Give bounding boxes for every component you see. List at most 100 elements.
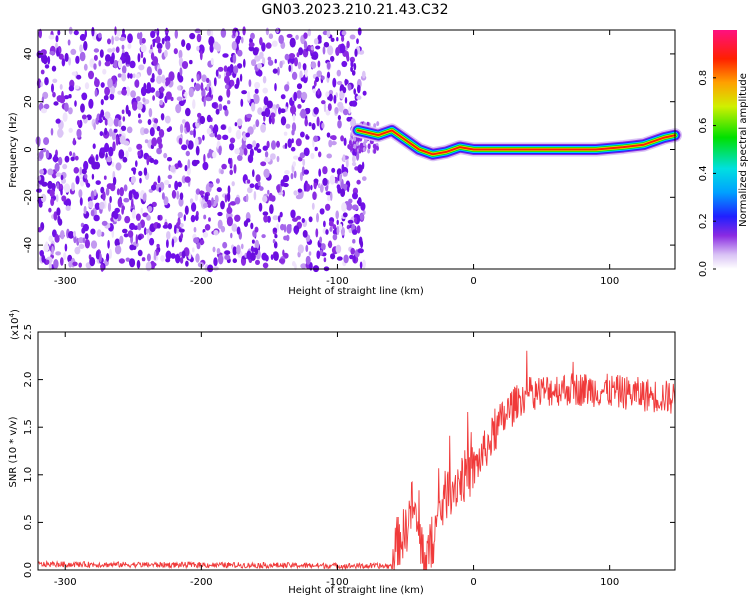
noise-blotch <box>55 251 61 256</box>
noise-blotch <box>185 42 191 51</box>
noise-blotch <box>156 147 163 155</box>
noise-blotch <box>203 153 206 163</box>
noise-blotch <box>202 134 205 141</box>
noise-blotch <box>253 93 257 99</box>
noise-blotch <box>343 137 347 146</box>
noise-blotch <box>241 36 244 44</box>
noise-blotch <box>283 223 287 233</box>
noise-blotch <box>50 128 54 136</box>
noise-blotch <box>199 50 203 61</box>
noise-blotch <box>310 152 315 160</box>
noise-blotch <box>216 134 222 141</box>
noise-blotch <box>161 74 166 84</box>
noise-blotch <box>195 159 200 165</box>
noise-blotch <box>95 250 100 260</box>
noise-blotch <box>358 148 362 154</box>
noise-blotch <box>181 144 188 151</box>
noise-blotch <box>140 127 146 136</box>
noise-blotch <box>317 60 321 68</box>
noise-blotch <box>150 262 157 267</box>
figure-title: GN03.2023.210.21.43.C32 <box>262 2 449 18</box>
noise-blotch <box>362 90 367 96</box>
noise-blotch <box>185 150 190 157</box>
noise-blotch <box>229 143 235 151</box>
noise-blotch <box>104 118 108 126</box>
noise-blotch <box>221 163 227 170</box>
noise-blotch <box>84 82 90 90</box>
noise-blotch <box>115 46 120 53</box>
noise-blotch <box>110 85 116 95</box>
noise-blotch <box>318 37 322 43</box>
noise-blotch <box>153 159 159 165</box>
noise-blotch <box>146 253 151 262</box>
noise-blotch <box>167 223 173 230</box>
noise-blotch <box>164 115 171 124</box>
noise-blotch <box>254 239 260 250</box>
noise-blotch <box>240 98 244 107</box>
noise-blotch <box>309 262 313 271</box>
noise-blotch <box>181 250 186 259</box>
noise-blotch <box>135 234 138 245</box>
noise-blotch <box>237 49 243 57</box>
noise-blotch <box>160 255 165 262</box>
x-tick-label: -200 <box>190 577 213 588</box>
noise-blotch <box>98 60 102 67</box>
noise-blotch <box>353 88 357 95</box>
noise-blotch <box>232 246 237 256</box>
noise-blotch <box>261 234 266 239</box>
noise-blotch <box>80 103 85 113</box>
noise-blotch <box>209 44 214 53</box>
noise-blotch <box>69 151 73 157</box>
noise-blotch <box>177 217 181 226</box>
noise-blotch <box>43 137 50 146</box>
noise-blotch <box>278 258 286 264</box>
x-tick-label: -100 <box>326 276 349 287</box>
noise-blotch <box>291 138 294 144</box>
ridge-band <box>356 129 676 156</box>
noise-blotch <box>107 38 111 45</box>
noise-blotch <box>196 242 201 250</box>
noise-blotch <box>291 122 297 132</box>
noise-blotch <box>277 215 281 223</box>
noise-blotch <box>99 113 102 124</box>
noise-blotch <box>74 246 81 255</box>
noise-blotch <box>58 53 64 60</box>
noise-blotch <box>150 30 156 39</box>
noise-blotch <box>294 57 298 67</box>
noise-blotch <box>267 56 272 62</box>
noise-blotch <box>206 29 211 36</box>
noise-blotch <box>351 161 357 167</box>
noise-blotch <box>64 52 69 62</box>
noise-blotch <box>47 55 51 65</box>
noise-blotch <box>236 35 242 41</box>
noise-blotch <box>88 200 94 209</box>
noise-blotch <box>321 75 325 80</box>
noise-blotch <box>174 29 178 39</box>
noise-blotch <box>262 262 269 269</box>
noise-blotch <box>276 155 280 163</box>
noise-blotch <box>212 151 217 159</box>
noise-blotch <box>231 181 235 187</box>
noise-blotch <box>54 162 60 172</box>
noise-blotch <box>122 228 128 234</box>
noise-blotch <box>307 28 312 37</box>
noise-blotch <box>72 137 76 146</box>
noise-blotch <box>163 196 169 206</box>
noise-blotch <box>279 108 286 113</box>
noise-blotch <box>149 237 155 246</box>
noise-blotch <box>248 42 255 48</box>
noise-blotch <box>245 218 251 223</box>
y-tick-label: 1.5 <box>23 419 34 435</box>
noise-blotch <box>234 197 241 205</box>
snr-x-ticks: -300 -200 -100 0 100 <box>54 332 619 588</box>
noise-blotch <box>104 86 110 96</box>
noise-blotch <box>185 260 189 267</box>
noise-blotch <box>106 183 114 190</box>
noise-blotch <box>52 91 56 98</box>
noise-blotch <box>181 39 186 47</box>
noise-blotch <box>185 139 189 146</box>
noise-blotch <box>340 188 346 197</box>
noise-blotch <box>131 209 136 219</box>
noise-blotch <box>353 136 357 142</box>
noise-blotch <box>308 216 313 223</box>
